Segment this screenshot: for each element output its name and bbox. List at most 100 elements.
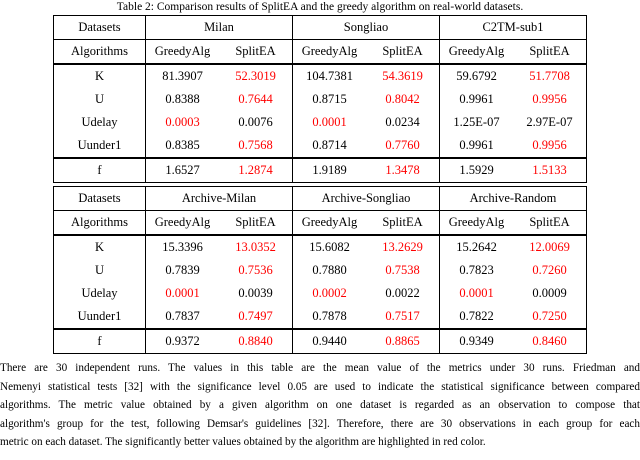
metric-row: U 0.8388 0.7644 0.8715 0.8042 0.9961 0.9956 xyxy=(53,88,587,111)
value-cell: 81.3907 xyxy=(162,69,203,83)
dataset-group-header: C2TM-sub1 xyxy=(439,15,587,40)
value-cell: 0.8460 xyxy=(513,328,587,354)
value-cell: 1.3478 xyxy=(366,157,440,183)
metric-name-cell: U xyxy=(53,88,146,111)
datasets-label: Datasets xyxy=(53,15,146,40)
metric-row: K 15.3396 13.0352 15.6082 13.2629 15.2642 12.0… xyxy=(53,235,587,259)
metric-row: f 1.6527 1.2874 1.9189 1.3478 1.5929 1.5133 xyxy=(53,157,587,183)
value-cell: 1.5133 xyxy=(513,157,587,183)
value-cell: 1.9189 xyxy=(292,157,366,183)
value-cell: 0.8042 xyxy=(366,88,440,111)
algorithm-column-header: SplitEA xyxy=(219,210,293,236)
value-cell: 59.6792 xyxy=(456,69,497,83)
algorithms-header-row: Algorithms GreedyAlg SplitEA GreedyAlg S… xyxy=(53,210,587,236)
results-table-real-world-wrap: Datasets Milan Songliao C2TM-sub1 Algori… xyxy=(53,15,587,183)
footnote-line: algorithm's group for the test, followin… xyxy=(0,417,640,430)
value-cell: 0.0039 xyxy=(219,282,293,305)
algorithm-column-header: SplitEA xyxy=(513,39,587,65)
value-cell: 0.0009 xyxy=(532,286,567,300)
metric-name-cell: f xyxy=(53,157,146,183)
value-cell: 0.7880 xyxy=(312,263,347,277)
value-cell: 0.0001 xyxy=(459,286,494,300)
value-cell: 0.8840 xyxy=(219,328,293,354)
value-cell: 104.7381 xyxy=(306,69,353,83)
value-cell: 1.2874 xyxy=(219,157,293,183)
dataset-group-header: Archive-Milan xyxy=(145,186,293,211)
value-cell: 0.9961 xyxy=(459,138,494,152)
footnote-line: metric on each dataset. The significantl… xyxy=(0,436,486,449)
value-cell: 0.7538 xyxy=(366,259,440,282)
algorithm-column-header: GreedyAlg xyxy=(145,210,219,236)
algorithm-column-header: GreedyAlg xyxy=(145,39,219,65)
metric-name-cell: U xyxy=(53,259,146,282)
value-cell: 52.3019 xyxy=(219,64,293,88)
value-cell: 0.9956 xyxy=(532,138,567,152)
value-cell: 0.7823 xyxy=(459,263,494,277)
metric-row: f 0.9372 0.8840 0.9440 0.8865 0.9349 0.8460 xyxy=(53,328,587,354)
value-cell: 0.0076 xyxy=(219,111,293,134)
value-cell: 0.7839 xyxy=(165,263,200,277)
footnote-line: There are 30 independent runs. The value… xyxy=(0,362,640,374)
metric-name-cell: Uunder1 xyxy=(53,305,146,329)
value-cell: 0.9961 xyxy=(459,92,494,106)
value-cell: 0.7497 xyxy=(219,305,293,329)
value-cell: 0.7517 xyxy=(366,305,440,329)
value-cell: 0.7644 xyxy=(219,88,293,111)
algorithm-column-header: SplitEA xyxy=(366,39,440,65)
dataset-group-header: Songliao xyxy=(292,15,440,40)
algorithm-column-header: GreedyAlg xyxy=(439,210,513,236)
footnote-line: algorithms. The metric value obtained by… xyxy=(0,399,640,412)
algorithms-header-row: Algorithms GreedyAlg SplitEA GreedyAlg S… xyxy=(53,39,587,65)
algorithm-column-header: GreedyAlg xyxy=(292,210,366,236)
datasets-header-row: Datasets Archive-Milan Archive-Songliao … xyxy=(53,186,587,211)
value-cell: 0.0002 xyxy=(312,286,347,300)
value-cell: 0.7260 xyxy=(532,263,567,277)
metric-name-cell: K xyxy=(53,235,146,259)
value-cell: 12.0069 xyxy=(529,240,570,254)
value-cell: 0.8715 xyxy=(312,92,347,106)
datasets-label: Datasets xyxy=(53,186,146,211)
value-cell: 0.7837 xyxy=(165,309,200,323)
algorithms-label: Algorithms xyxy=(53,39,146,65)
algorithm-column-header: SplitEA xyxy=(513,210,587,236)
value-cell: 2.97E-07 xyxy=(526,115,573,129)
value-cell: 0.8714 xyxy=(312,138,347,152)
value-cell: 0.8385 xyxy=(165,138,200,152)
algorithm-column-header: GreedyAlg xyxy=(439,39,513,65)
value-cell: 0.8388 xyxy=(165,92,200,106)
value-cell: 0.7760 xyxy=(366,134,440,158)
value-cell: 0.0234 xyxy=(366,111,440,134)
value-cell: 0.9440 xyxy=(292,328,366,354)
datasets-header-row: Datasets Milan Songliao C2TM-sub1 xyxy=(53,15,587,40)
value-cell: 15.2642 xyxy=(456,240,497,254)
metric-row: U 0.7839 0.7536 0.7880 0.7538 0.7823 0.7260 xyxy=(53,259,587,282)
value-cell: 0.7822 xyxy=(459,309,494,323)
metric-name-cell: Udelay xyxy=(53,111,146,134)
table-caption: Table 2: Comparison results of SplitEA a… xyxy=(116,1,524,13)
value-cell: 1.5929 xyxy=(439,157,513,183)
table-footnote: There are 30 independent runs. The value… xyxy=(0,359,640,452)
metric-name-cell: Uunder1 xyxy=(53,134,146,158)
value-cell: 0.7878 xyxy=(312,309,347,323)
value-cell: 0.0001 xyxy=(312,115,347,129)
results-table-archive: Datasets Archive-Milan Archive-Songliao … xyxy=(53,186,587,354)
metric-name-cell: K xyxy=(53,64,146,88)
value-cell: 0.7568 xyxy=(219,134,293,158)
value-cell: 15.6082 xyxy=(309,240,350,254)
value-cell: 54.3619 xyxy=(366,64,440,88)
value-cell: 13.0352 xyxy=(219,235,293,259)
algorithms-label: Algorithms xyxy=(53,210,146,236)
value-cell: 0.9349 xyxy=(439,328,513,354)
metric-row: Uunder1 0.8385 0.7568 0.8714 0.7760 0.9961 0.9… xyxy=(53,134,587,158)
algorithm-column-header: SplitEA xyxy=(366,210,440,236)
metric-row: Udelay 0.0001 0.0039 0.0002 0.0022 0.0001 0.00… xyxy=(53,282,587,305)
metric-name-cell: Udelay xyxy=(53,282,146,305)
value-cell: 0.0022 xyxy=(366,282,440,305)
value-cell: 0.0003 xyxy=(165,115,200,129)
value-cell: 0.7536 xyxy=(219,259,293,282)
value-cell: 51.7708 xyxy=(529,69,570,83)
algorithm-column-header: GreedyAlg xyxy=(292,39,366,65)
footnote-line: Nemenyi statistical tests [32] with the … xyxy=(0,380,640,393)
value-cell: 1.25E-07 xyxy=(453,115,500,129)
dataset-group-header: Milan xyxy=(145,15,293,40)
